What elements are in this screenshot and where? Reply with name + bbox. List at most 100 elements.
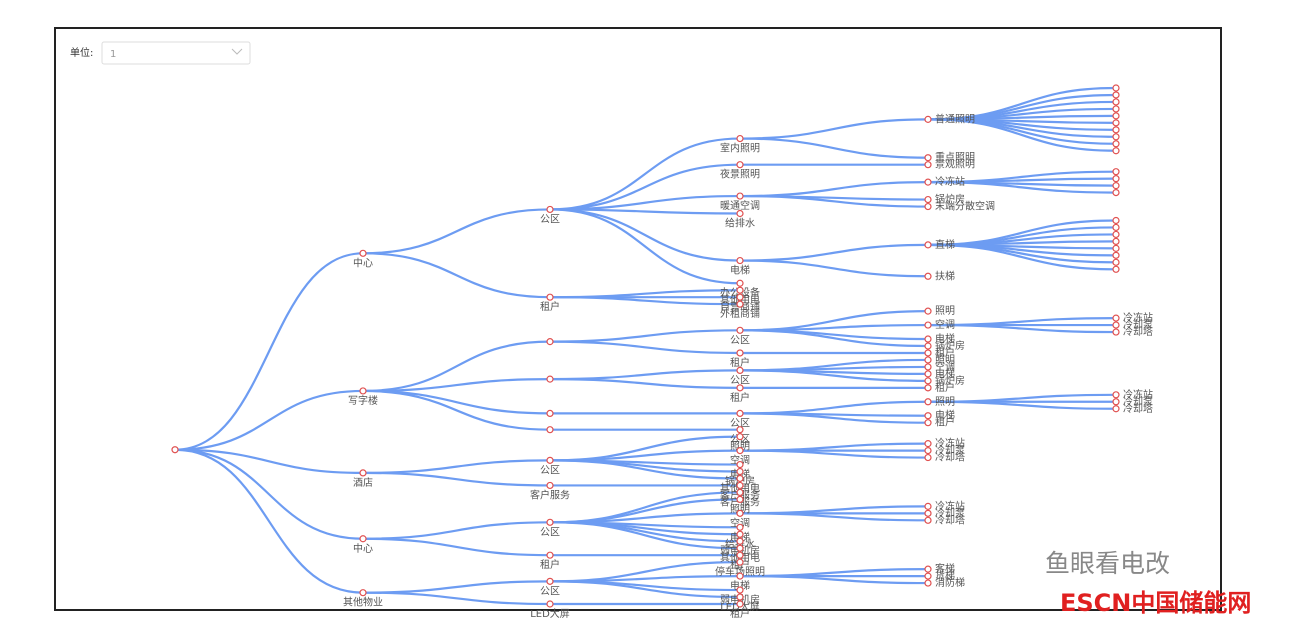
tree-node[interactable]: [924, 565, 932, 573]
tree-node[interactable]: [359, 589, 367, 597]
tree-node[interactable]: [736, 537, 744, 545]
tree-node[interactable]: [546, 338, 554, 346]
tree-node[interactable]: [1112, 91, 1120, 99]
tree-node[interactable]: [736, 349, 744, 357]
tree-node[interactable]: [924, 579, 932, 587]
tree-node[interactable]: [736, 286, 744, 294]
tree-node[interactable]: [736, 446, 744, 455]
tree-node[interactable]: [924, 419, 932, 427]
tree-node[interactable]: [924, 377, 932, 385]
tree-node[interactable]: [1112, 168, 1120, 176]
tree-node[interactable]: [1112, 328, 1120, 336]
tree-node[interactable]: [1112, 147, 1120, 155]
tree-node[interactable]: [924, 115, 932, 123]
tree-node[interactable]: [924, 363, 932, 371]
tree-node[interactable]: [736, 460, 744, 469]
tree-node[interactable]: [1112, 265, 1120, 273]
tree-node[interactable]: [736, 467, 744, 476]
tree-node[interactable]: [1112, 391, 1120, 399]
tree-node[interactable]: [736, 209, 744, 218]
tree-node[interactable]: [736, 488, 744, 497]
tree-node[interactable]: [1112, 223, 1120, 232]
tree-node[interactable]: [736, 586, 744, 594]
tree-node[interactable]: [924, 440, 932, 448]
tree-node[interactable]: [924, 195, 932, 204]
tree-node[interactable]: [1112, 251, 1120, 259]
tree-node[interactable]: [1112, 258, 1120, 266]
unit-select[interactable]: [101, 41, 251, 65]
tree-node[interactable]: [1112, 314, 1120, 322]
tree-node[interactable]: [546, 456, 554, 464]
tree-node[interactable]: [924, 516, 932, 524]
tree-node[interactable]: [924, 342, 932, 350]
tree-node[interactable]: [359, 249, 367, 257]
tree-node[interactable]: [546, 577, 554, 585]
tree-node[interactable]: [736, 256, 744, 265]
tree-node[interactable]: [924, 453, 932, 462]
tree-node[interactable]: [924, 272, 932, 280]
tree-node[interactable]: [736, 433, 744, 441]
tree-node[interactable]: [924, 321, 932, 329]
tree-node[interactable]: [924, 446, 932, 455]
tree-node[interactable]: [736, 474, 744, 483]
tree-node[interactable]: [546, 518, 554, 526]
tree-node[interactable]: [736, 366, 744, 375]
tree-node[interactable]: [924, 349, 932, 357]
tree-node[interactable]: [736, 509, 744, 517]
tree-node[interactable]: [924, 412, 932, 420]
tree-node[interactable]: [1112, 230, 1120, 239]
tree-node[interactable]: [736, 192, 744, 200]
tree-node[interactable]: [1112, 237, 1120, 246]
tree-node[interactable]: [1112, 216, 1120, 225]
tree-node[interactable]: [924, 161, 932, 169]
tree-node[interactable]: [1112, 398, 1120, 406]
tree-node[interactable]: [1112, 321, 1120, 329]
tree-node[interactable]: [736, 551, 744, 559]
tree-node[interactable]: [736, 593, 744, 601]
tree-node[interactable]: [736, 134, 744, 143]
tree-node[interactable]: [1112, 405, 1120, 413]
tree-node[interactable]: [736, 161, 744, 169]
tree-node[interactable]: [546, 551, 554, 559]
tree-node[interactable]: [736, 523, 744, 531]
tree-node[interactable]: [1112, 105, 1120, 113]
tree-node[interactable]: [736, 409, 744, 418]
tree-node[interactable]: [736, 600, 744, 608]
tree-node[interactable]: [924, 398, 932, 406]
tree-node[interactable]: [1112, 133, 1120, 141]
tree-node[interactable]: [1112, 126, 1120, 134]
tree-node[interactable]: [1112, 98, 1120, 106]
tree-node[interactable]: [546, 375, 554, 383]
tree-node[interactable]: [171, 446, 179, 454]
tree-node[interactable]: [1112, 175, 1120, 183]
tree-node[interactable]: [546, 409, 554, 418]
tree-node[interactable]: [924, 384, 932, 392]
tree-node[interactable]: [546, 600, 554, 608]
tree-node[interactable]: [359, 535, 367, 543]
tree-node[interactable]: [359, 387, 367, 395]
tree-node[interactable]: [546, 205, 554, 214]
tree-node[interactable]: [736, 293, 744, 301]
tree-node[interactable]: [924, 202, 932, 211]
tree-node[interactable]: [924, 307, 932, 315]
tree-node[interactable]: [546, 293, 554, 301]
tree-node[interactable]: [1112, 244, 1120, 252]
tree-node[interactable]: [736, 558, 744, 566]
tree-node[interactable]: [736, 481, 744, 490]
tree-node[interactable]: [924, 154, 932, 162]
tree-node[interactable]: [924, 572, 932, 580]
tree-node[interactable]: [924, 335, 932, 343]
tree-node[interactable]: [1112, 84, 1120, 92]
tree-node[interactable]: [736, 426, 744, 434]
tree-node[interactable]: [736, 544, 744, 552]
tree-node[interactable]: [546, 481, 554, 490]
tree-node[interactable]: [924, 241, 932, 249]
tree-node[interactable]: [546, 426, 554, 434]
tree-node[interactable]: [924, 509, 932, 517]
tree-node[interactable]: [736, 300, 744, 308]
tree-node[interactable]: [736, 572, 744, 580]
tree-node[interactable]: [1112, 140, 1120, 148]
tree-node[interactable]: [1112, 182, 1120, 190]
tree-node[interactable]: [736, 326, 744, 334]
tree-node[interactable]: [924, 502, 932, 510]
